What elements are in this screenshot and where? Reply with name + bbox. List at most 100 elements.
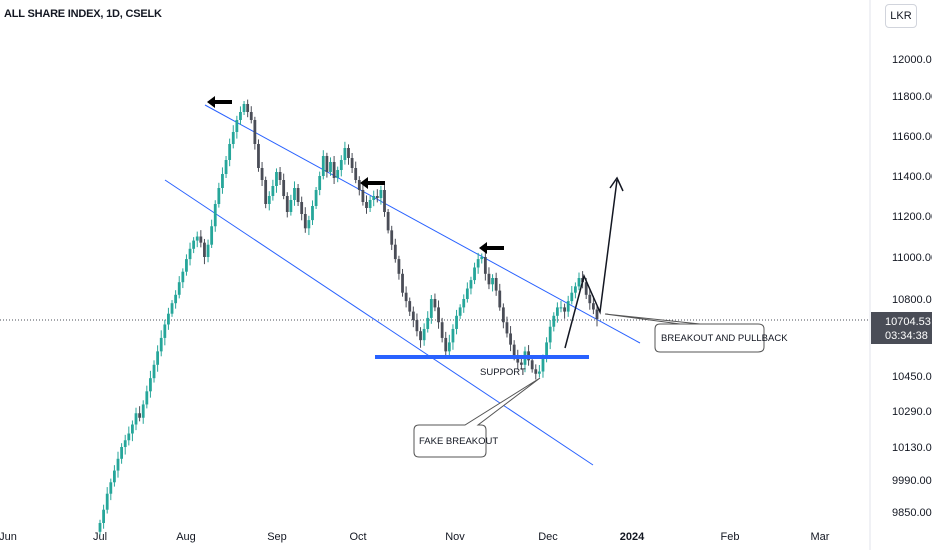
candle-body xyxy=(505,322,509,334)
candle-body xyxy=(451,328,455,343)
price-axis[interactable]: 12000.00 11800.00 11600.00 11400.00 11200.00… xyxy=(892,54,932,519)
candle-body xyxy=(411,311,415,320)
candle-body xyxy=(163,324,167,338)
candle xyxy=(271,179,275,201)
candle-body xyxy=(379,190,383,198)
price-tick-label: 11200.00 xyxy=(892,211,932,223)
candle-body xyxy=(415,320,419,332)
candle xyxy=(221,167,224,194)
price-tick-label: 11600.00 xyxy=(892,131,932,143)
candle-body xyxy=(131,424,134,434)
candle-body xyxy=(181,271,185,283)
candle xyxy=(109,478,113,501)
candle xyxy=(534,364,538,380)
candle-body xyxy=(465,288,469,299)
price-tick-label: 10130.00 xyxy=(892,442,932,454)
candle xyxy=(455,309,458,335)
candle xyxy=(134,407,138,431)
candle xyxy=(120,443,124,464)
candle-body xyxy=(325,156,329,172)
candle xyxy=(123,434,127,455)
price-tick-label: 9990.00 xyxy=(892,475,932,487)
candle xyxy=(501,303,505,329)
candle xyxy=(181,268,185,289)
candle-body xyxy=(116,458,120,471)
candle-body xyxy=(285,196,289,212)
candle xyxy=(228,138,232,167)
candle-body xyxy=(419,331,422,341)
candle xyxy=(116,451,120,478)
candle xyxy=(217,182,221,208)
candle-body xyxy=(372,196,376,200)
candle xyxy=(537,365,541,378)
candle-body xyxy=(350,158,354,168)
time-tick-label: Jun xyxy=(0,531,17,543)
candle xyxy=(296,184,300,206)
candle-body xyxy=(307,220,311,229)
time-tick-label: Oct xyxy=(349,531,366,543)
candle xyxy=(350,153,354,173)
candle-body xyxy=(242,104,246,112)
candle-body xyxy=(264,180,268,204)
candle-body xyxy=(440,322,444,338)
fake-breakout-callout[interactable]: FAKE BREAKOUT xyxy=(413,377,541,458)
candle xyxy=(253,116,257,150)
candle xyxy=(386,209,390,234)
time-tick-label: 2024 xyxy=(620,531,645,543)
candle-body xyxy=(469,280,473,289)
candle xyxy=(491,274,494,292)
candle xyxy=(440,317,444,343)
candle-body xyxy=(559,307,563,309)
arrow-left-icon[interactable] xyxy=(207,96,232,108)
candle-body xyxy=(545,342,548,359)
candle xyxy=(192,237,196,254)
candle-body xyxy=(397,259,401,274)
channel-upper-line[interactable] xyxy=(204,104,641,344)
candle xyxy=(426,311,430,333)
candle-body xyxy=(177,282,181,295)
candle xyxy=(577,272,581,291)
candle xyxy=(149,370,152,398)
candle-body xyxy=(487,273,491,285)
candle-body xyxy=(321,156,325,176)
candle-body xyxy=(141,404,145,418)
candle xyxy=(167,307,170,330)
projection-path[interactable] xyxy=(564,179,618,349)
arrow-left-icon[interactable] xyxy=(479,242,504,254)
candle-body xyxy=(185,259,188,272)
candle xyxy=(325,152,329,178)
candle xyxy=(321,150,325,180)
candle-body xyxy=(123,440,127,447)
candle xyxy=(267,191,271,211)
candle xyxy=(289,194,293,216)
channel-lower-line[interactable] xyxy=(164,179,594,466)
time-axis[interactable]: Jun Jul Aug Sep Oct Nov Dec 2024 Feb Mar xyxy=(0,531,830,543)
candle xyxy=(458,304,462,319)
candle xyxy=(282,173,286,200)
chart-title: ALL SHARE INDEX, 1D, CSELK xyxy=(4,8,162,20)
candle xyxy=(285,192,289,218)
candle xyxy=(188,242,192,266)
candle-body xyxy=(120,447,124,459)
candle-body xyxy=(253,120,257,144)
candle xyxy=(246,99,250,118)
candle-body xyxy=(512,344,516,356)
candle xyxy=(437,300,440,329)
candle xyxy=(487,267,491,290)
arrow-left-icon[interactable] xyxy=(360,177,385,189)
breakout-pullback-callout[interactable]: BREAKOUT AND PULLBACK xyxy=(604,313,788,353)
candle-body xyxy=(267,196,271,204)
price-tick-label: 9850.00 xyxy=(892,507,932,519)
candle xyxy=(102,504,106,529)
candle-body xyxy=(584,282,588,295)
candle-body xyxy=(555,307,559,316)
time-tick-label: Jul xyxy=(93,531,107,543)
candle xyxy=(303,207,307,233)
candle xyxy=(314,187,318,209)
candle xyxy=(483,252,487,281)
candle xyxy=(163,319,167,346)
candle xyxy=(170,300,174,317)
candle-body xyxy=(354,168,358,180)
currency-button[interactable]: LKR xyxy=(885,4,917,28)
